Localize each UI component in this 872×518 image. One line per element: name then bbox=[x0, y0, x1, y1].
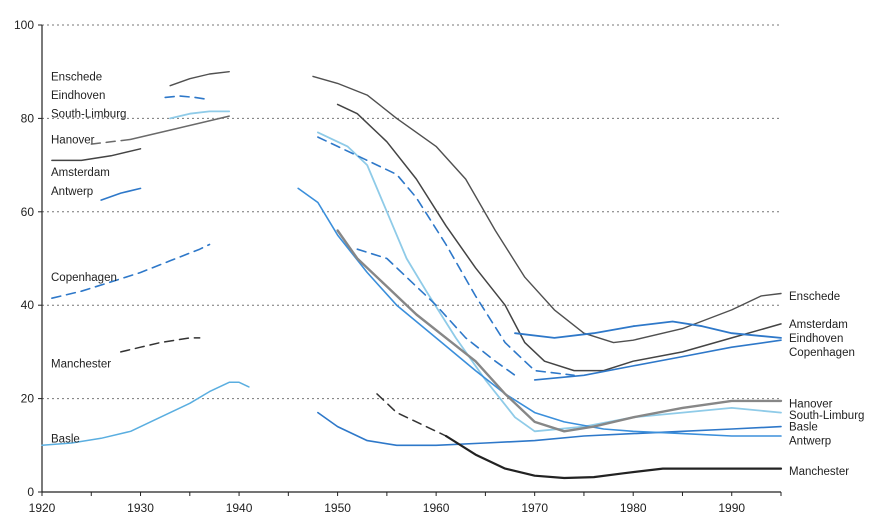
x-tick-label: 1970 bbox=[521, 501, 548, 515]
axes: 0 20 40 60 80 100 1920 1930 1940 1950 1960 1970 1980… bbox=[14, 18, 782, 515]
series-line-hanover bbox=[129, 115, 230, 141]
series-line-copenhagen bbox=[51, 243, 211, 300]
y-tick-label: 60 bbox=[21, 205, 35, 219]
y-tick-label: 40 bbox=[21, 298, 35, 312]
series-label-right: Amsterdam bbox=[789, 319, 848, 331]
series-line-amsterdam bbox=[51, 148, 142, 162]
series-line-south-limburg bbox=[169, 110, 231, 120]
series-label-right: Enschede bbox=[789, 291, 840, 303]
x-tick-label: 1960 bbox=[423, 501, 450, 515]
series-labels: EnschedeEindhovenSouth-LimburgHanoverAms… bbox=[51, 71, 864, 478]
grid-lines bbox=[42, 24, 781, 400]
series-line-enschede bbox=[169, 70, 230, 87]
x-tick-label: 1980 bbox=[620, 501, 647, 515]
series-line-eindhoven bbox=[164, 95, 211, 101]
series-label-left: Eindhoven bbox=[51, 90, 105, 102]
y-tick-label: 20 bbox=[21, 392, 35, 406]
series-label-left: Amsterdam bbox=[51, 167, 110, 179]
series-line-south-limburg bbox=[316, 131, 782, 433]
series-label-right: South-Limburg bbox=[789, 410, 864, 422]
series-line-eindhoven bbox=[356, 248, 516, 377]
series-label-right: Antwerp bbox=[789, 436, 831, 448]
series-line-manchester bbox=[444, 434, 783, 480]
x-tick-label: 1990 bbox=[718, 501, 745, 515]
series-line-enschede bbox=[312, 75, 782, 344]
series-label-left: Antwerp bbox=[51, 186, 93, 198]
series-label-right: Eindhoven bbox=[789, 333, 843, 345]
series-line-eindhoven bbox=[514, 320, 782, 339]
series-label-right: Hanover bbox=[789, 398, 833, 410]
y-tick-label: 80 bbox=[21, 111, 35, 125]
series-label-left: Manchester bbox=[51, 359, 111, 371]
x-tick-label: 1940 bbox=[226, 501, 253, 515]
series-line-copenhagen bbox=[533, 339, 782, 381]
series-label-left: South-Limburg bbox=[51, 109, 126, 121]
series-label-left: Hanover bbox=[51, 134, 95, 146]
y-tick-label: 0 bbox=[27, 485, 34, 499]
x-tick-label: 1920 bbox=[29, 501, 56, 515]
series-line-hanover bbox=[336, 229, 783, 433]
x-tick-label: 1950 bbox=[324, 501, 351, 515]
series-lines bbox=[41, 70, 783, 480]
series-label-left: Basle bbox=[51, 433, 80, 445]
x-tick-label: 1930 bbox=[127, 501, 154, 515]
series-line-copenhagen bbox=[317, 136, 575, 377]
series-label-right: Copenhagen bbox=[789, 347, 855, 359]
series-line-manchester bbox=[120, 337, 201, 353]
series-label-left: Copenhagen bbox=[51, 272, 117, 284]
series-line-antwerp bbox=[100, 187, 142, 201]
series-label-right: Basle bbox=[789, 422, 818, 434]
series-line-antwerp bbox=[317, 411, 782, 447]
series-line-amsterdam bbox=[336, 103, 782, 372]
series-line-hanover bbox=[90, 138, 132, 145]
series-label-left: Enschede bbox=[51, 71, 102, 83]
series-line-basle bbox=[41, 381, 250, 447]
series-label-right: Manchester bbox=[789, 466, 849, 478]
y-tick-label: 100 bbox=[14, 18, 34, 32]
series-line-manchester bbox=[376, 393, 447, 437]
